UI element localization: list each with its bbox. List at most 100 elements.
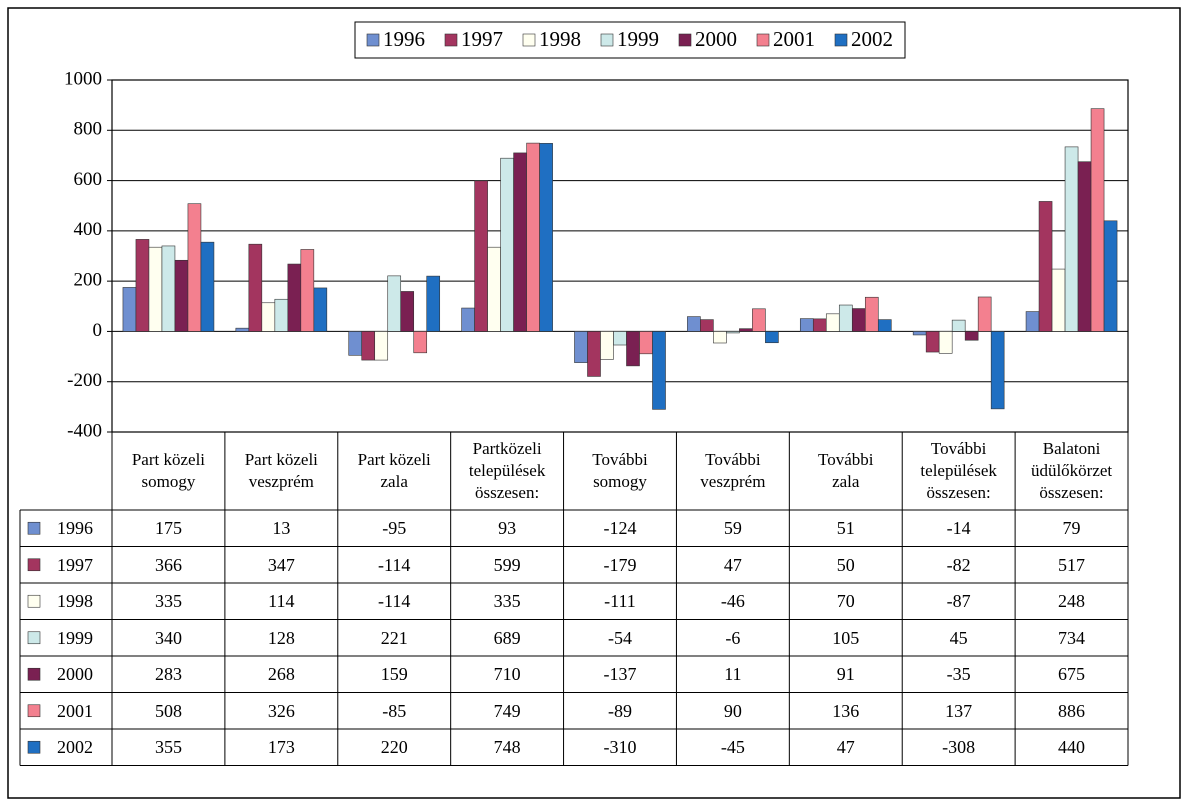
table-value: -46 [720, 591, 745, 612]
bar [387, 275, 402, 332]
category-label: További zala [818, 450, 874, 491]
legend-label: 2001 [773, 27, 815, 51]
row-label: 1997 [57, 554, 93, 575]
bar [122, 287, 137, 332]
bar [248, 243, 263, 332]
category-label: Partközeli települések összesen: [468, 439, 546, 502]
table-value: -179 [603, 554, 637, 575]
category-label: Balatoni üdülőkörzet összesen: [1030, 439, 1113, 502]
bar [135, 239, 150, 332]
bar [161, 245, 176, 332]
table-value: -114 [378, 591, 411, 612]
legend-label: 1999 [617, 27, 659, 51]
bar [652, 331, 666, 410]
bar [148, 246, 163, 332]
bar [487, 246, 501, 332]
table-value: 710 [493, 664, 521, 685]
bar [1064, 146, 1079, 332]
row-label: 1999 [57, 627, 93, 648]
table-legend-swatch [27, 594, 41, 608]
legend-swatch [444, 33, 458, 47]
table-value: 173 [267, 737, 295, 758]
bar [838, 304, 853, 332]
table-value: 326 [267, 700, 295, 721]
bar [348, 331, 363, 356]
bar [426, 275, 441, 332]
bar [877, 319, 892, 332]
bar [526, 142, 540, 332]
table-value: -35 [946, 664, 971, 685]
table-value: 105 [832, 627, 860, 648]
row-label: 1996 [57, 518, 93, 539]
table-value: 599 [493, 554, 521, 575]
table-value: 355 [154, 737, 182, 758]
table-value: 93 [498, 518, 517, 539]
table-value: -54 [607, 627, 632, 648]
bar [752, 308, 766, 332]
table-legend-swatch [27, 631, 41, 645]
row-label: 2001 [57, 700, 93, 721]
legend-label: 1997 [461, 27, 503, 51]
legend-swatch [834, 33, 848, 47]
table-value: 508 [154, 700, 182, 721]
bar [1103, 220, 1118, 332]
y-tick-label: 600 [74, 169, 103, 190]
bar [825, 313, 840, 332]
legend-label: 2000 [695, 27, 737, 51]
table-value: -87 [946, 591, 971, 612]
bar [313, 287, 328, 332]
legend-swatch [366, 33, 380, 47]
bar [726, 331, 740, 334]
bar [461, 307, 475, 332]
table-value: 47 [723, 554, 742, 575]
y-tick-label: 0 [93, 320, 103, 341]
bar [799, 318, 814, 332]
row-label: 2000 [57, 664, 93, 685]
bar [912, 331, 927, 336]
legend-swatch [678, 33, 692, 47]
bar [864, 296, 879, 332]
bar [925, 331, 940, 353]
table-value: 79 [1062, 518, 1081, 539]
table-value: 283 [154, 664, 182, 685]
table-value: 51 [836, 518, 855, 539]
bar [574, 331, 588, 363]
bar [765, 331, 779, 344]
bar [287, 263, 302, 332]
table-value: 748 [493, 737, 521, 758]
table-value: 159 [380, 664, 408, 685]
category-label: További veszprém [700, 450, 766, 491]
bar [200, 241, 215, 332]
legend-swatch [600, 33, 614, 47]
table-value: -85 [382, 700, 407, 721]
table-value: 340 [154, 627, 182, 648]
bar [235, 327, 250, 332]
bar [626, 331, 640, 367]
bar [851, 308, 866, 332]
legend-label: 1998 [539, 27, 581, 51]
table-value: 248 [1058, 591, 1086, 612]
table-value: -45 [720, 737, 745, 758]
bar [938, 331, 953, 354]
table-value: -310 [603, 737, 637, 758]
bar [374, 331, 389, 361]
bar [739, 328, 753, 332]
bar [1038, 201, 1053, 332]
table-value: -137 [603, 664, 637, 685]
bar [500, 157, 514, 332]
table-value: -6 [725, 627, 741, 648]
bar [587, 331, 601, 377]
table-value: 114 [268, 591, 295, 612]
bar [413, 331, 428, 354]
row-label: 2002 [57, 737, 93, 758]
bar [274, 298, 289, 332]
y-tick-label: 800 [74, 119, 103, 140]
table-value: 675 [1058, 664, 1086, 685]
bar [687, 316, 701, 332]
table-value: 13 [272, 518, 291, 539]
table-value: 70 [836, 591, 855, 612]
bar [713, 331, 727, 344]
table-value: 220 [380, 737, 408, 758]
y-tick-label: 1000 [64, 68, 102, 89]
bar [513, 152, 527, 332]
